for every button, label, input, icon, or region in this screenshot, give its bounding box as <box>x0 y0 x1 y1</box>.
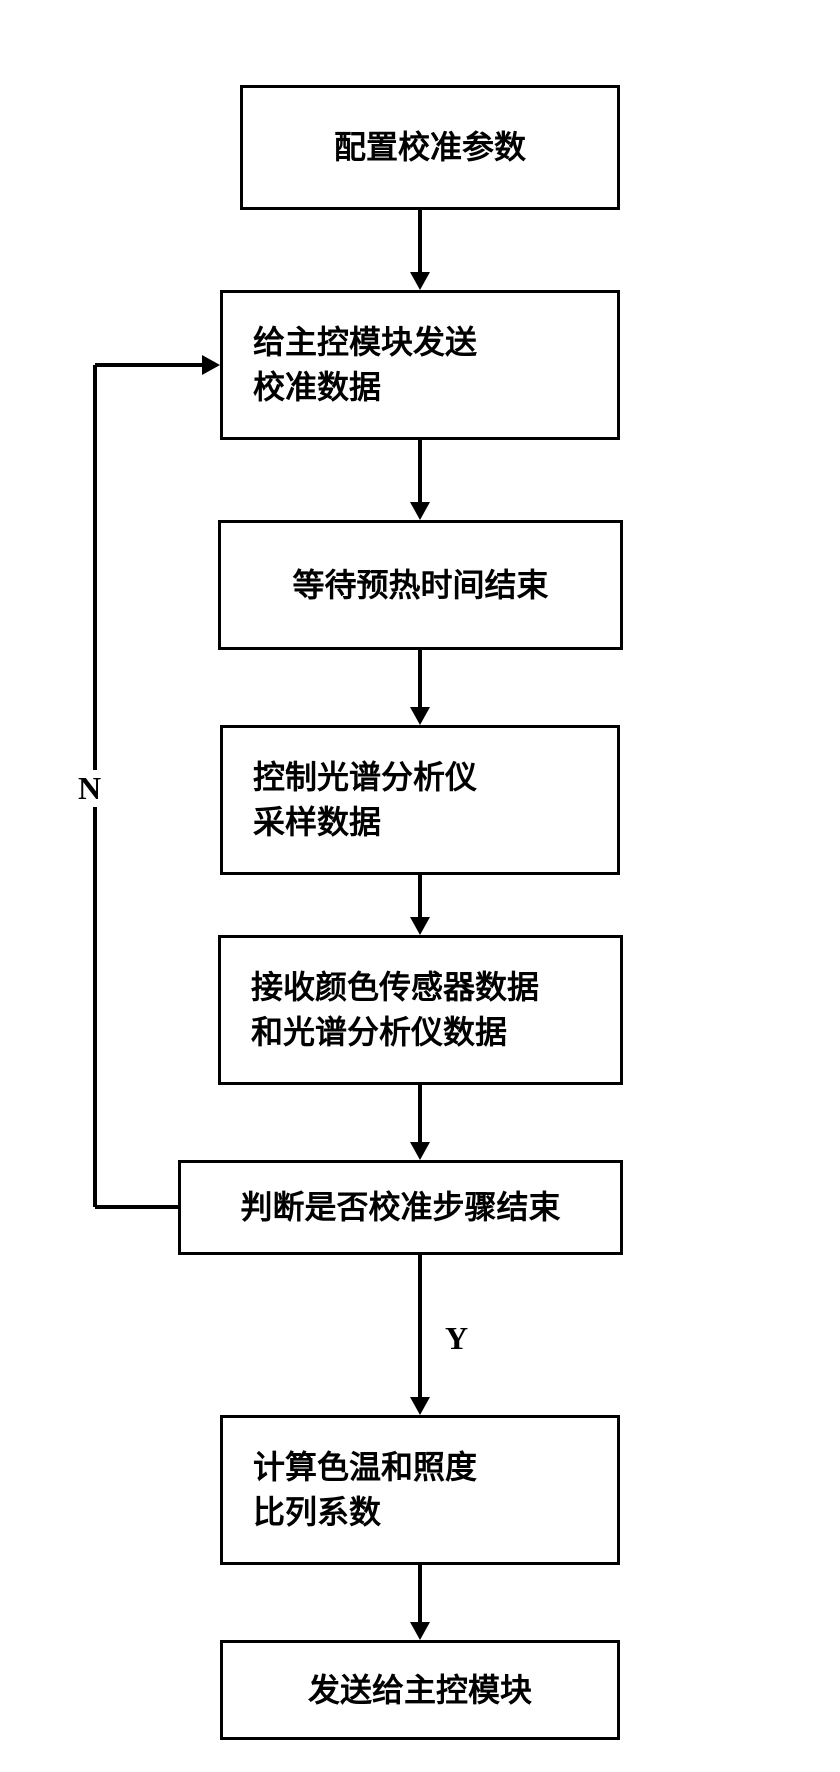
edge-label: N <box>78 770 101 807</box>
edge-label: Y <box>445 1320 468 1357</box>
arrow-head-icon <box>202 355 220 375</box>
flowchart-node: 计算色温和照度 比列系数 <box>220 1415 620 1565</box>
flowchart-edge <box>418 210 422 274</box>
flowchart-edge <box>418 1085 422 1144</box>
flowchart-edge <box>418 875 422 919</box>
flowchart-edge <box>418 440 422 504</box>
arrow-head-icon <box>410 272 430 290</box>
flowchart-node: 接收颜色传感器数据 和光谱分析仪数据 <box>218 935 623 1085</box>
flowchart-edge <box>95 1205 178 1209</box>
flowchart-container: 配置校准参数给主控模块发送 校准数据等待预热时间结束控制光谱分析仪 采样数据接收… <box>0 0 840 1772</box>
arrow-head-icon <box>410 1142 430 1160</box>
flowchart-node: 配置校准参数 <box>240 85 620 210</box>
flowchart-edge <box>95 363 204 367</box>
flowchart-node: 判断是否校准步骤结束 <box>178 1160 623 1255</box>
flowchart-node: 等待预热时间结束 <box>218 520 623 650</box>
arrow-head-icon <box>410 1397 430 1415</box>
flowchart-node: 控制光谱分析仪 采样数据 <box>220 725 620 875</box>
arrow-head-icon <box>410 707 430 725</box>
flowchart-edge <box>418 1255 422 1399</box>
flowchart-node: 给主控模块发送 校准数据 <box>220 290 620 440</box>
flowchart-edge <box>418 1565 422 1624</box>
arrow-head-icon <box>410 502 430 520</box>
flowchart-edge <box>418 650 422 709</box>
flowchart-node: 发送给主控模块 <box>220 1640 620 1740</box>
arrow-head-icon <box>410 917 430 935</box>
arrow-head-icon <box>410 1622 430 1640</box>
